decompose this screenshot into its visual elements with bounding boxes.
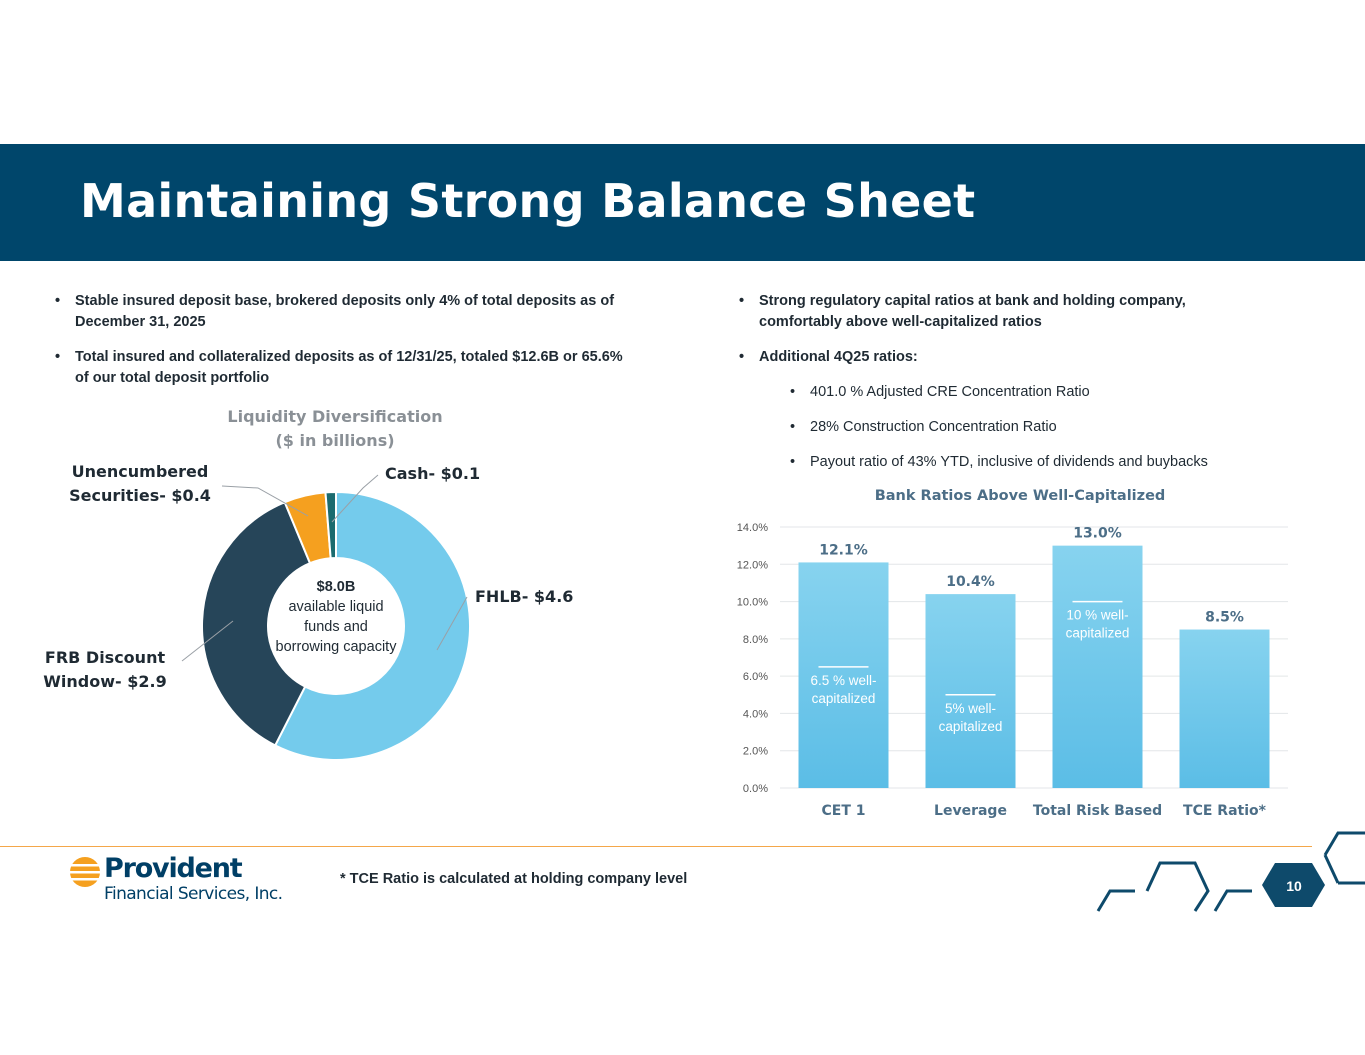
data-label: 13.0% [1073,526,1122,542]
data-label: 10.4% [946,574,995,590]
y-tick-label: 8.0% [743,634,768,646]
left-bullet: Total insured and collateralized deposit… [55,347,625,389]
slice-label-cash: Cash- $0.1 [385,462,480,486]
donut-title-line2: ($ in billions) [275,431,395,450]
logo-name: Provident [104,853,243,884]
slice-label-frb: FRB Discount Window- $2.9 [30,646,180,694]
bar-chart-title: Bank Ratios Above Well-Capitalized [874,488,1166,504]
slice-label-text: Cash- $0.1 [385,464,481,483]
threshold-label: 6.5 % well- [810,673,876,688]
page-title: Maintaining Strong Balance Sheet [80,174,976,228]
y-tick-label: 12.0% [737,559,768,571]
provident-logo-icon [68,857,102,887]
x-category-label: TCE Ratio* [1183,803,1267,819]
hexagon-decoration-icon [1096,831,1365,912]
page-number: 10 [1286,878,1302,894]
bar [1179,629,1270,788]
leader-line [331,474,379,523]
y-tick-label: 14.0% [737,522,768,534]
footnote: * TCE Ratio is calculated at holding com… [340,871,688,887]
slice-fhlb [273,490,471,761]
threshold-label: capitalized [939,719,1003,734]
slice-label-text: FHLB- $4.6 [475,587,574,606]
leader-line [221,485,309,517]
donut-center-line: borrowing capacity [275,639,397,655]
slice-label-text: Unencumbered [71,462,209,481]
donut-center-label: $8.0B available liquid funds and borrowi… [262,577,410,657]
bar [798,562,889,788]
right-sub-bullet: 401.0 % Adjusted CRE Concentration Ratio [790,382,1208,403]
slice-label-text: FRB Discount [44,648,166,667]
footer-divider [0,846,1312,847]
threshold-label: capitalized [1066,626,1130,641]
donut-center-line: available liquid [288,599,384,615]
y-tick-label: 10.0% [737,597,768,609]
title-banner: Maintaining Strong Balance Sheet [0,144,1365,261]
donut-center-line: funds and [304,619,368,635]
bar-chart: 0.0% 2.0% 4.0% 6.0% 8.0% 10.0% 12.0% 14.0% 12.1%… [737,522,1288,819]
bar [925,594,1016,788]
threshold-label: capitalized [812,691,876,706]
right-sub-bullet-list: 401.0 % Adjusted CRE Concentration Ratio… [790,382,1208,487]
x-category-label: Leverage [934,803,1007,819]
bar [1052,545,1143,788]
data-label: 8.5% [1205,610,1244,626]
right-sub-bullet: 28% Construction Concentration Ratio [790,417,1208,438]
threshold-label: 10 % well- [1066,608,1128,623]
slice-label-text: Securities- $0.4 [69,486,211,505]
x-category-label: CET 1 [821,803,865,819]
y-tick-label: 4.0% [743,708,768,720]
y-tick-label: 6.0% [743,671,768,683]
right-sub-bullet: Payout ratio of 43% YTD, inclusive of di… [790,452,1208,473]
donut-chart [181,474,471,761]
y-tick-label: 0.0% [743,783,768,795]
slice-label-securities: Unencumbered Securities- $0.4 [60,460,220,508]
slice-cash [324,490,337,560]
logo-subtitle: Financial Services, Inc. [104,884,283,904]
right-bullet: Strong regulatory capital ratios at bank… [739,291,1229,333]
x-category-label: Total Risk Based [1033,803,1162,819]
left-bullet-list: Stable insured deposit base, brokered de… [55,291,625,403]
slice-label-fhlb: FHLB- $4.6 [475,585,573,609]
slice-label-text: Window- $2.9 [43,672,167,691]
threshold-label: 5% well- [945,701,996,716]
data-label: 12.1% [819,542,868,558]
donut-chart-title: Liquidity Diversification ($ in billions… [205,405,465,453]
donut-title-line1: Liquidity Diversification [227,407,443,426]
right-bullet: Additional 4Q25 ratios: [739,347,1229,368]
right-bullet-list: Strong regulatory capital ratios at bank… [739,291,1229,382]
leader-line [436,596,468,651]
donut-center-amount: $8.0B [316,579,356,595]
slice-frb-discount-window [201,500,312,747]
left-bullet: Stable insured deposit base, brokered de… [55,291,625,333]
y-tick-label: 2.0% [743,746,768,758]
leader-line [181,620,234,662]
